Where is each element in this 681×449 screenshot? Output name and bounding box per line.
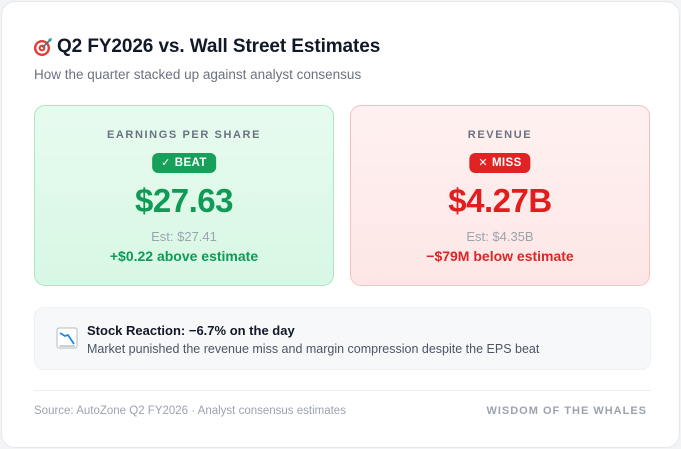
revenue-estimate: Est: $4.35B [466, 229, 534, 244]
page-subtitle: How the quarter stacked up against analy… [34, 67, 362, 82]
title-row: Q2 FY2026 vs. Wall Street Estimates [33, 36, 380, 58]
beat-badge: ✓ BEAT [152, 153, 216, 173]
eps-value: $27.63 [135, 182, 233, 219]
checkmark-icon: ✓ [161, 156, 171, 169]
target-dart-icon [34, 38, 52, 56]
cross-icon: ✕ [478, 156, 488, 169]
footer-brand: WISDOM OF THE WHALES [486, 405, 647, 417]
revenue-value: $4.27B [448, 182, 552, 219]
revenue-label: REVENUE [467, 129, 533, 141]
miss-badge: ✕ MISS [469, 153, 531, 173]
revenue-difference: −$79M below estimate [426, 248, 574, 264]
eps-difference: +$0.22 above estimate [109, 248, 259, 264]
eps-label: EARNINGS PER SHARE [106, 129, 262, 141]
reaction-body: Market punished the revenue miss and mar… [87, 342, 540, 356]
chart-decreasing-icon [56, 327, 78, 349]
stock-reaction-box: Stock Reaction: −6.7% on the day Market … [34, 307, 651, 370]
beat-badge-label: BEAT [174, 157, 207, 169]
footer-source: Source: AutoZone Q2 FY2026 · Analyst con… [34, 405, 346, 417]
miss-badge-label: MISS [491, 157, 522, 169]
page-title: Q2 FY2026 vs. Wall Street Estimates [57, 36, 381, 57]
revenue-panel: REVENUE ✕ MISS $4.27B Est: $4.35B −$79M … [350, 105, 650, 286]
reaction-title: Stock Reaction: −6.7% on the day [87, 323, 295, 338]
divider [34, 390, 651, 391]
eps-estimate: Est: $27.41 [151, 229, 217, 244]
eps-panel: EARNINGS PER SHARE ✓ BEAT $27.63 Est: $2… [34, 105, 334, 286]
